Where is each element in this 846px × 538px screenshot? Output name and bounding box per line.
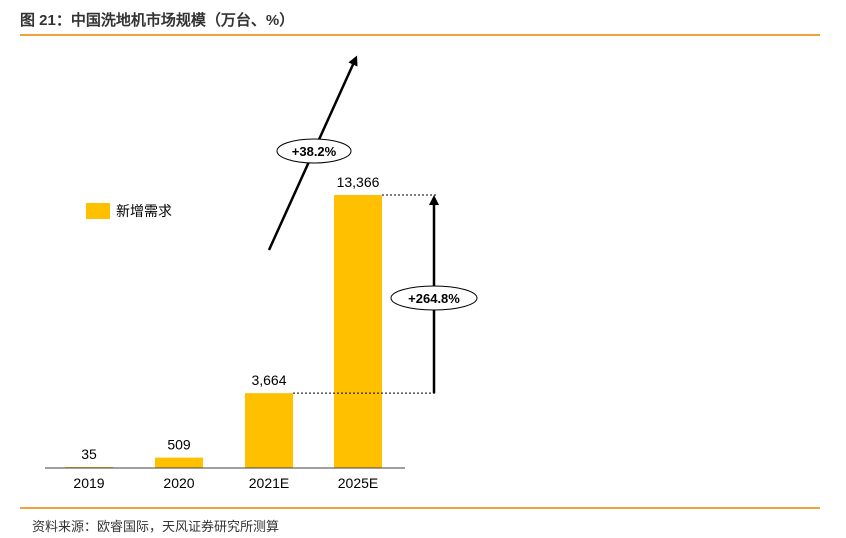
chart-title: 图 21：中国洗地机市场规模（万台、%） (20, 12, 295, 29)
data-label-2025E: 13,366 (337, 174, 380, 190)
bar-2021E (245, 393, 293, 468)
cagr-badge (276, 138, 352, 164)
growth-badge (390, 285, 478, 311)
x-tick-labels-layer: 2019 2020 2021E 2025E (73, 475, 378, 491)
data-label-2021E: 3,664 (251, 372, 286, 388)
header-rule (20, 34, 820, 36)
data-label-2019: 35 (81, 446, 97, 462)
x-tick-2025E: 2025E (338, 475, 378, 491)
bar-2020 (155, 457, 203, 468)
x-tick-2019: 2019 (73, 475, 104, 491)
x-tick-2021E: 2021E (249, 475, 289, 491)
data-labels-layer: 35 509 3,664 13,366 (81, 174, 379, 462)
source-note: 资料来源：欧睿国际，天风证券研究所测算 (32, 519, 280, 534)
x-tick-2020: 2020 (163, 475, 194, 491)
footer-rule (20, 507, 820, 509)
legend-label: 新增需求 (116, 203, 172, 219)
data-label-2020: 509 (167, 437, 191, 453)
legend-swatch (86, 203, 110, 219)
bar-2025E (334, 195, 382, 468)
growth-label: +264.8% (408, 291, 460, 306)
cagr-label: +38.2% (292, 144, 337, 159)
bars-layer (65, 195, 382, 468)
